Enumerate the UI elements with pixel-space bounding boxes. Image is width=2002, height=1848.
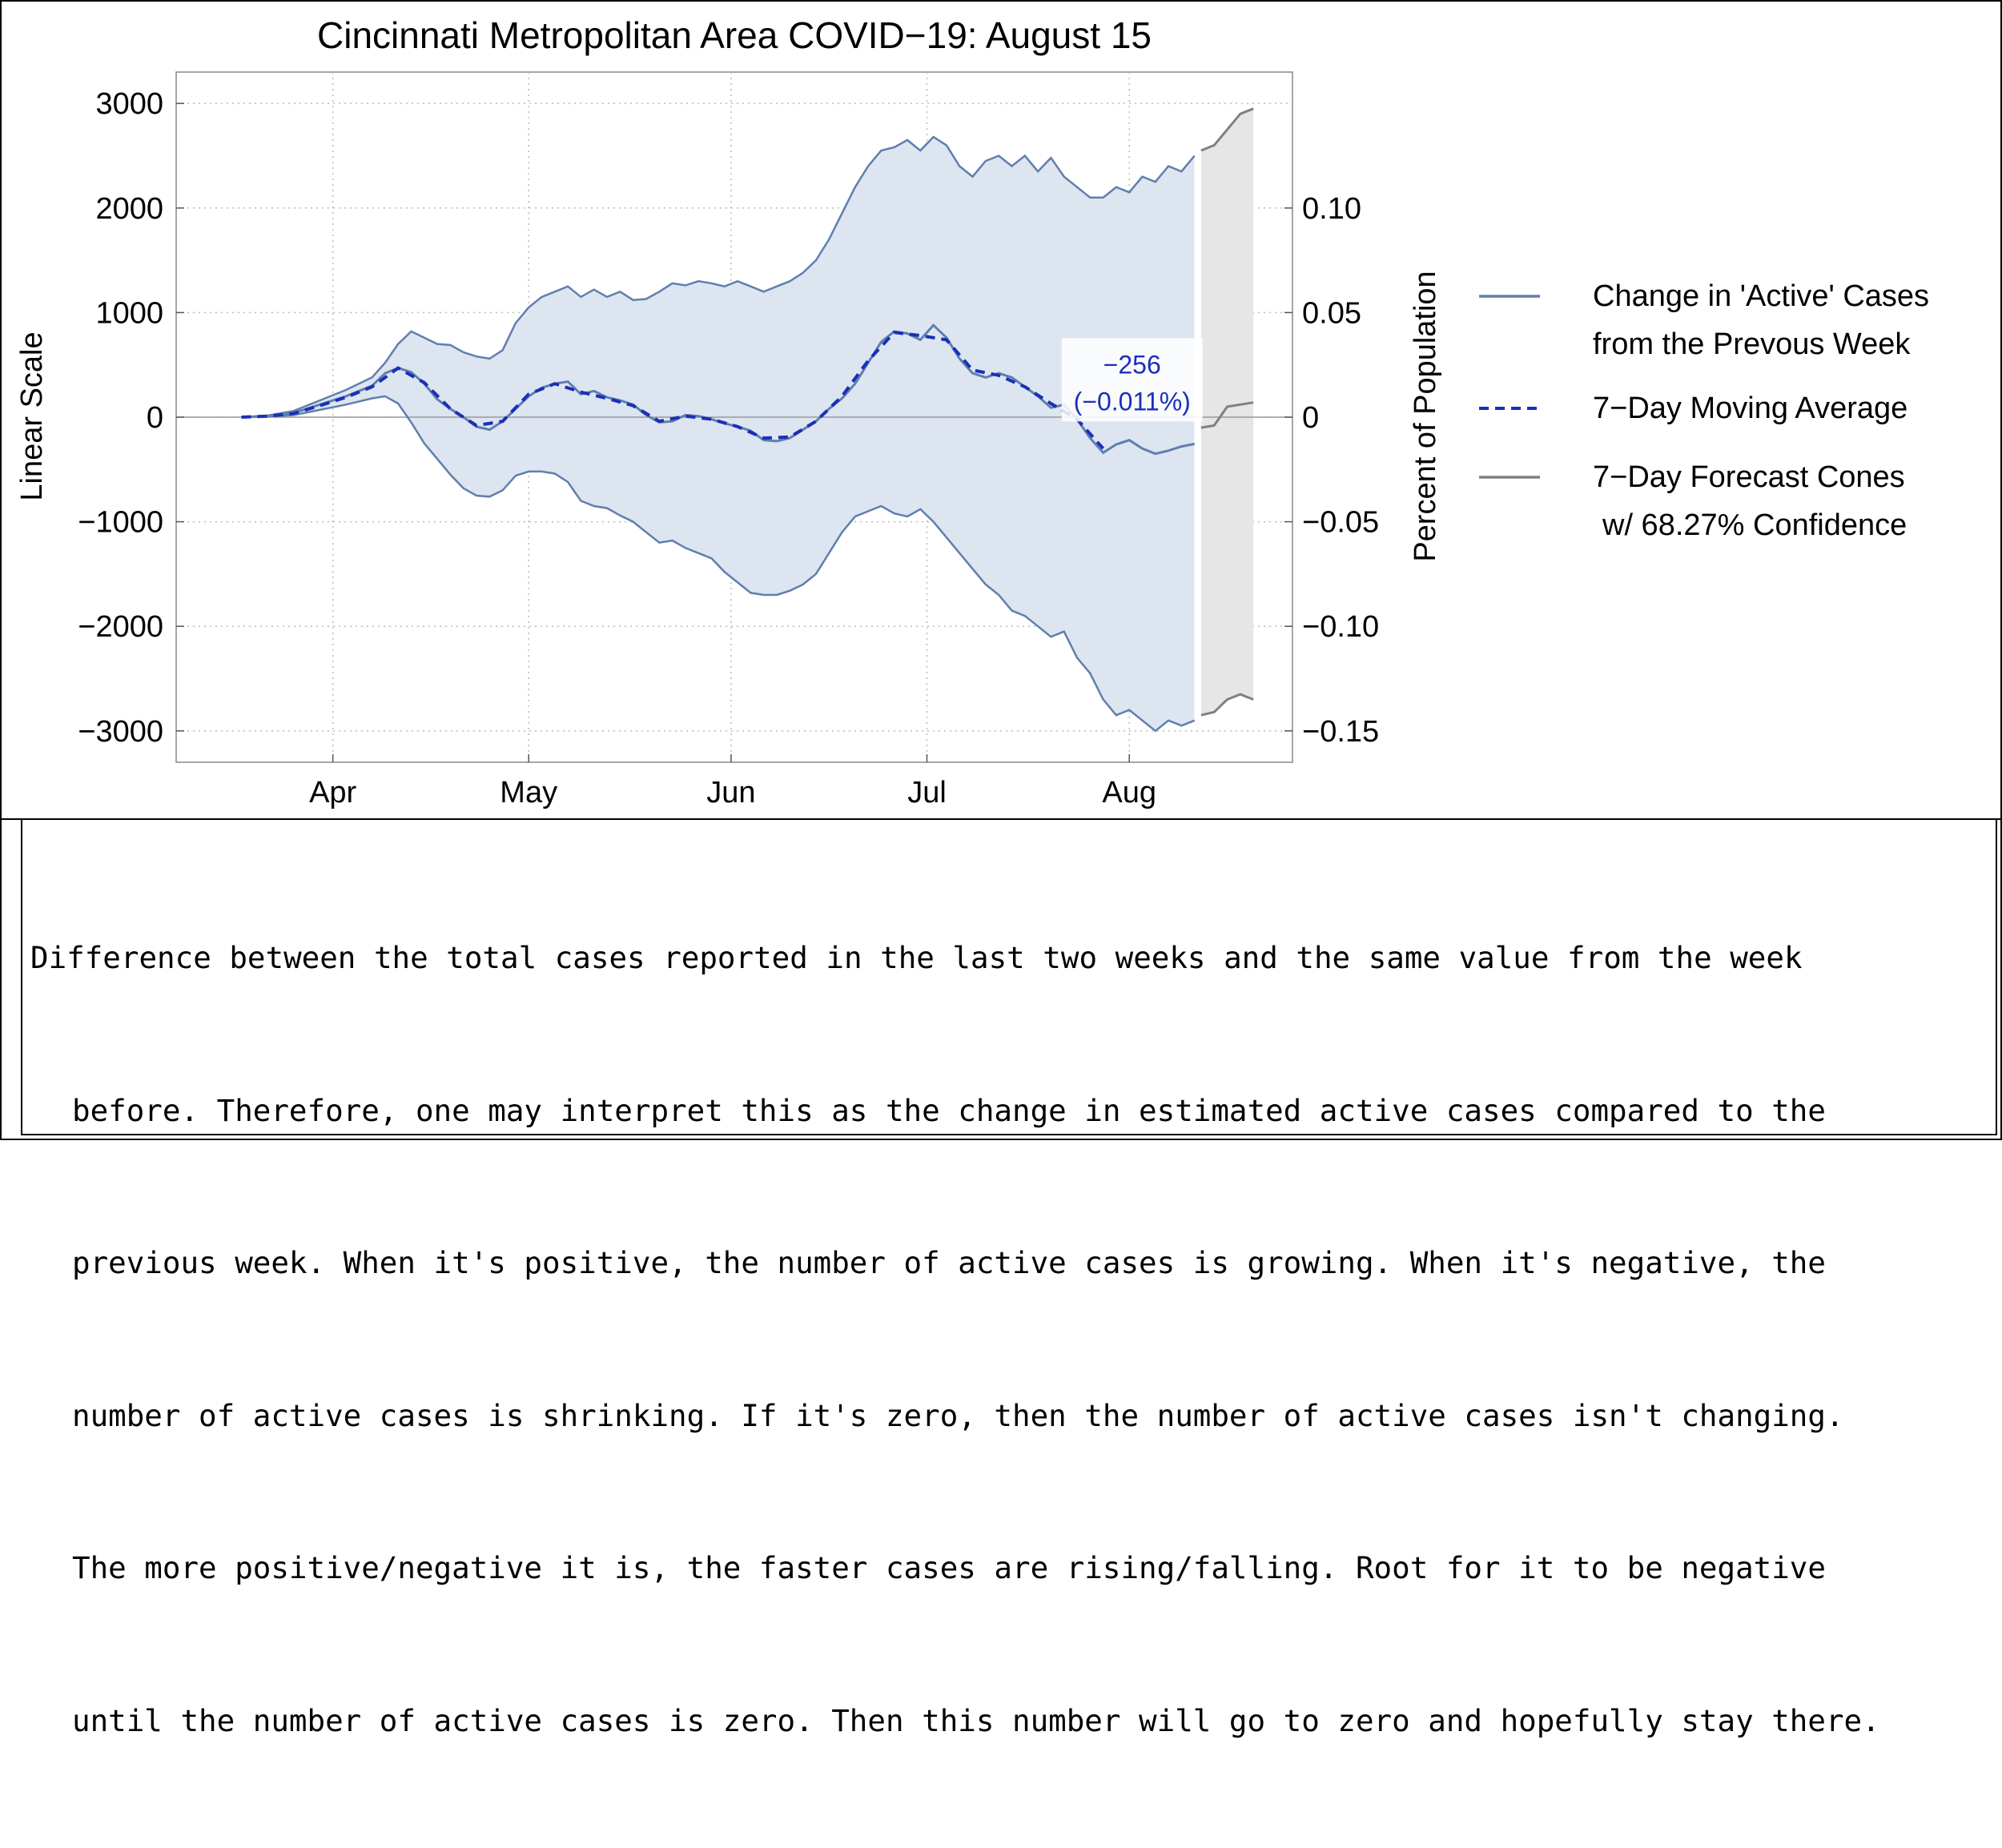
caption-frame: Difference between the total cases repor… — [0, 820, 2002, 1738]
forecast-cone-area — [1200, 108, 1254, 716]
legend-label: 7−Day Moving Average — [1593, 392, 1908, 425]
annotation-percent: (−0.011%) — [1074, 387, 1191, 416]
y-tick-label: −1000 — [78, 506, 163, 540]
legend: Change in 'Active' Cases from the Prevous… — [1479, 279, 1929, 542]
y-tick-label: 0 — [147, 401, 163, 435]
caption-line: previous week. When it's positive, the n… — [72, 1245, 1826, 1280]
band-lower-line — [241, 395, 1196, 733]
x-tick-label: Jul — [907, 776, 947, 810]
caption-line: Difference between the total cases repor… — [30, 940, 1803, 975]
y-right-tick-label: −0.10 — [1302, 610, 1379, 644]
y-axis-label-left: Linear Scale — [15, 331, 49, 500]
plot-area: −256 (−0.011%) 3000 2000 1000 0 −1000 −2000 −300… — [78, 71, 1379, 810]
chart-frame: Cincinnati Metropolitan Area COVID−19: A… — [0, 0, 2002, 820]
y-tick-label: 3000 — [95, 87, 163, 121]
legend-label: from the Prevous Week — [1593, 327, 1911, 361]
x-tick-label: Jun — [706, 776, 755, 810]
caption-line: The more positive/negative it is, the fa… — [72, 1550, 1826, 1585]
forecast-cone-mid — [1200, 401, 1254, 429]
chart: Cincinnati Metropolitan Area COVID−19: A… — [15, 14, 1929, 810]
caption-line: number of active cases is shrinking. If … — [72, 1397, 1844, 1433]
y-axis-label-right: Percent of Population — [1409, 271, 1442, 561]
legend-label: w/ 68.27% Confidence — [1602, 508, 1907, 542]
y-right-tick-label: −0.15 — [1302, 715, 1379, 749]
annotation-box — [1061, 338, 1203, 422]
x-tick-label: Aug — [1102, 776, 1156, 810]
x-tick-label: May — [500, 776, 557, 810]
y-right-tick-label: 0.05 — [1302, 296, 1361, 330]
y-right-tick-label: −0.05 — [1302, 506, 1379, 540]
forecast-cone-upper — [1200, 107, 1254, 152]
band-upper-line — [241, 135, 1196, 419]
chart-title: Cincinnati Metropolitan Area COVID−19: A… — [317, 14, 1152, 56]
annotation-value: −256 — [1104, 350, 1161, 379]
caption-text: Difference between the total cases repor… — [30, 831, 1984, 1848]
x-tick-label: Apr — [309, 776, 356, 810]
series-moving-average-line — [241, 331, 1105, 450]
y-right-tick-label: 0 — [1302, 401, 1319, 435]
caption-box: Difference between the total cases repor… — [21, 820, 1997, 1738]
confidence-band — [241, 137, 1195, 731]
y-right-tick-label: 0.10 — [1302, 192, 1361, 226]
y-tick-label: −2000 — [78, 610, 163, 644]
y-tick-label: 1000 — [95, 296, 163, 330]
caption-line: before. Therefore, one may interpret thi… — [72, 1092, 1826, 1128]
legend-label: 7−Day Forecast Cones — [1593, 460, 1905, 494]
caption-line: until the number of active cases is zero… — [72, 1702, 1880, 1738]
legend-label: Change in 'Active' Cases — [1593, 279, 1929, 313]
forecast-cone-lower — [1200, 693, 1254, 717]
y-tick-label: 2000 — [95, 192, 163, 226]
y-tick-label: −3000 — [78, 715, 163, 749]
